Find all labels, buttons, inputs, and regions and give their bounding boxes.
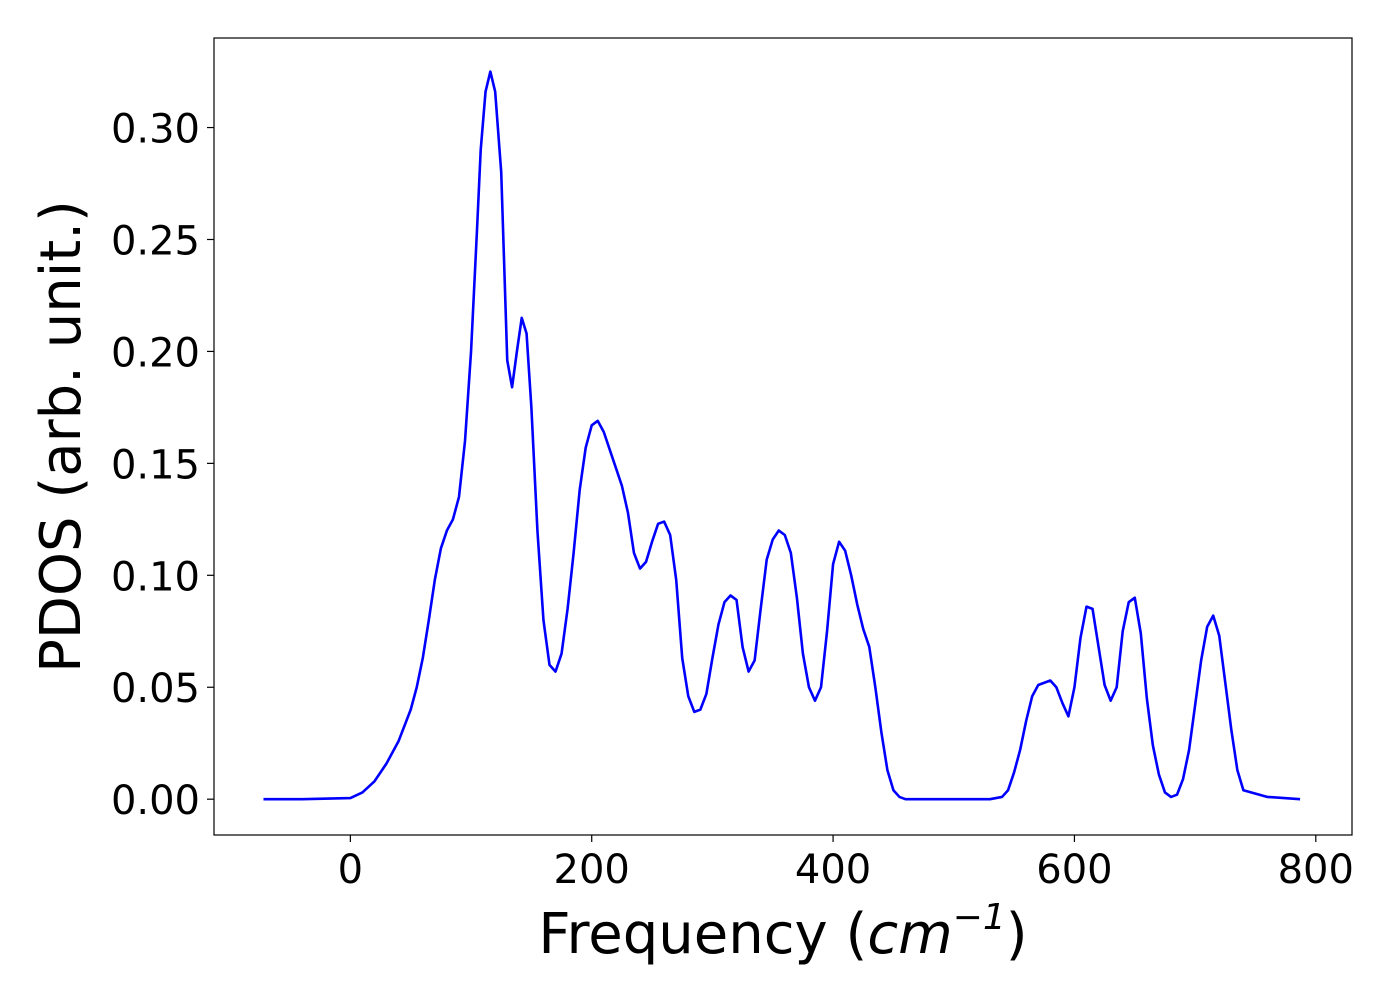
x-tick-label: 600 [1036,847,1112,893]
y-tick-label: 0.05 [111,666,200,712]
x-axis-label-unit: cm [867,902,952,967]
x-axis-ticks: 0 200 400 600 800 [338,835,1354,893]
y-tick-label: 0.25 [111,218,200,264]
plot-area [263,70,1301,801]
y-tick-label: 0.15 [111,442,200,488]
y-axis-ticks: 0.00 0.05 0.10 0.15 0.20 0.25 0.30 [111,107,214,824]
y-axis-label: PDOS (arb. unit.) [29,200,94,673]
pdos-series-line [263,70,1301,801]
axes-frame [213,37,1353,836]
y-tick-label: 0.10 [111,554,200,600]
x-tick-label: 0 [338,847,363,893]
x-axis-label-suffix: ) [1006,902,1028,967]
y-tick-label: 0.00 [111,778,200,824]
x-tick-label: 200 [554,847,630,893]
x-axis-label: Frequency (cm−1) [538,897,1027,967]
x-tick-label: 400 [795,847,871,893]
y-tick-label: 0.30 [111,107,200,153]
y-tick-label: 0.20 [111,330,200,376]
x-tick-label: 800 [1278,847,1354,893]
x-axis-label-prefix: Frequency ( [538,902,867,967]
x-axis-label-exponent: −1 [953,897,1006,938]
